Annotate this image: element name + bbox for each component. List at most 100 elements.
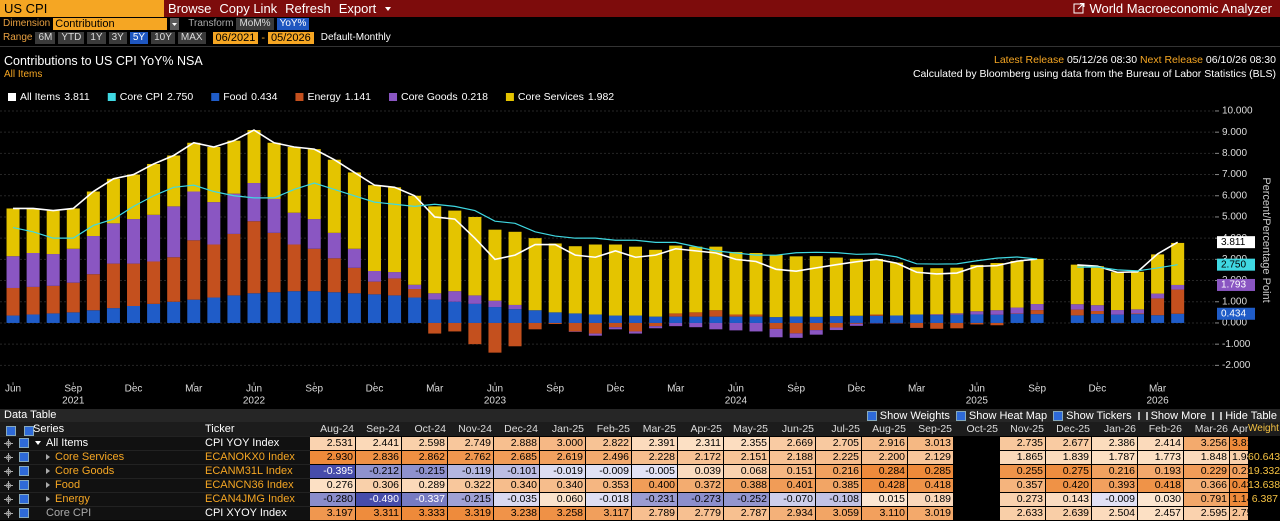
table-cell: 2.836 — [356, 451, 401, 464]
bar — [629, 322, 643, 332]
row-handle[interactable] — [4, 453, 13, 462]
table-cell: 2.677 — [1046, 437, 1091, 450]
bar — [267, 292, 281, 323]
dimension-row: Dimension Contribution Transform MoM% YoY… — [3, 17, 310, 30]
range-button[interactable]: 10Y — [151, 31, 175, 44]
row-handle[interactable] — [4, 439, 13, 448]
row-checkbox[interactable] — [19, 466, 29, 476]
weight-cell: 19.332 — [1248, 465, 1280, 478]
bar — [930, 314, 944, 316]
bar — [930, 268, 944, 315]
row-handle[interactable] — [4, 495, 13, 504]
table-option[interactable]: Show Heat Map — [955, 410, 1047, 422]
bar — [829, 257, 843, 317]
table-cell: 1.848 — [1184, 451, 1229, 464]
expand-arrow[interactable] — [46, 482, 50, 488]
bar — [287, 147, 301, 213]
security-input[interactable]: US CPI — [0, 0, 164, 17]
table-cell: 0.393 — [1092, 479, 1137, 492]
header-checkboxes — [6, 425, 35, 437]
table-cell: 2.457 — [1138, 507, 1183, 520]
bar — [1131, 309, 1145, 314]
menu-item[interactable]: Browse — [168, 1, 212, 16]
table-cell: 0.357 — [1000, 479, 1045, 492]
checkbox[interactable] — [1053, 410, 1064, 421]
table-option[interactable]: Show Tickers — [1053, 410, 1132, 422]
table-cell: 2.504 — [1092, 507, 1137, 520]
range-button[interactable]: 6M — [35, 31, 56, 44]
frequency[interactable]: Default-Monthly — [320, 32, 391, 43]
bar — [970, 322, 984, 325]
bar — [1030, 258, 1044, 305]
expand-arrow[interactable] — [46, 468, 50, 474]
bar — [267, 142, 281, 199]
row-checkbox[interactable] — [19, 494, 29, 504]
latest-label: Latest Release — [994, 54, 1065, 66]
table-cell: 2.151 — [724, 451, 769, 464]
period-header: Oct-24 — [414, 423, 446, 435]
row-checkbox[interactable] — [19, 438, 29, 448]
bar — [66, 312, 80, 323]
transform-button[interactable]: MoM% — [236, 17, 274, 30]
bar — [1070, 309, 1084, 316]
table-cell: 0.418 — [1138, 479, 1183, 492]
bar — [448, 291, 462, 302]
bar — [508, 304, 522, 310]
row-handle[interactable] — [4, 481, 13, 490]
bar — [86, 274, 100, 311]
table-option[interactable]: Hide Table — [1212, 410, 1277, 422]
expand-arrow[interactable] — [46, 454, 50, 460]
range-button[interactable]: 1Y — [87, 31, 106, 44]
bar — [689, 312, 703, 317]
x-tick-label: Sep — [64, 384, 82, 395]
table-cell: 2.762 — [448, 451, 493, 464]
dimension-select[interactable]: Contribution — [53, 17, 168, 30]
table-cell: 3.258 — [540, 507, 585, 520]
row-handle[interactable] — [4, 467, 13, 476]
checkbox[interactable] — [955, 410, 966, 421]
row-checkbox[interactable] — [19, 508, 29, 518]
row-checkbox[interactable] — [19, 480, 29, 490]
menu-item[interactable]: Copy Link — [219, 1, 278, 16]
x-year-label: 2026 — [1146, 396, 1169, 407]
x-year-label: 2023 — [484, 396, 507, 407]
row-handle[interactable] — [4, 509, 13, 518]
table-option[interactable]: Show Weights — [866, 410, 950, 422]
bar — [367, 294, 381, 323]
end-date[interactable]: 05/2026 — [267, 31, 314, 44]
range-button[interactable]: YTD — [58, 31, 85, 44]
weight-cell: 60.643 — [1248, 451, 1280, 464]
bar — [608, 327, 622, 330]
start-date[interactable]: 06/2021 — [212, 31, 259, 44]
period-header: Jan-26 — [1103, 423, 1136, 435]
bar — [1151, 293, 1165, 299]
menu-item[interactable]: Export — [338, 1, 377, 16]
table-cell: 3.238 — [494, 507, 539, 520]
table-cell: -0.070 — [770, 493, 815, 506]
bar — [990, 322, 1004, 326]
range-button[interactable]: 5Y — [129, 31, 149, 44]
bar — [247, 293, 261, 323]
table-cell: 0.039 — [678, 465, 723, 478]
table-option[interactable]: Show More — [1137, 410, 1206, 422]
range-button[interactable]: MAX — [177, 31, 206, 44]
expand-arrow[interactable] — [35, 441, 41, 445]
range-button[interactable]: 3Y — [108, 31, 127, 44]
bar — [468, 295, 482, 304]
transform-button[interactable]: YoY% — [276, 17, 310, 30]
expand-arrow[interactable] — [46, 496, 50, 502]
row-checkbox[interactable] — [19, 452, 29, 462]
bar — [66, 282, 80, 313]
bar — [669, 316, 683, 323]
bar — [147, 303, 161, 323]
table-cell: 2.822 — [586, 437, 631, 450]
table-cell: 2.355 — [724, 437, 769, 450]
table-cell: 0.428 — [862, 479, 907, 492]
checkbox[interactable] — [866, 410, 877, 421]
bar — [829, 316, 843, 323]
period-header: Aug-24 — [320, 423, 354, 435]
bar — [669, 313, 683, 317]
menu-item[interactable]: Refresh — [285, 1, 331, 16]
weight-header[interactable]: Weight — [1248, 422, 1280, 436]
bar — [388, 187, 402, 273]
